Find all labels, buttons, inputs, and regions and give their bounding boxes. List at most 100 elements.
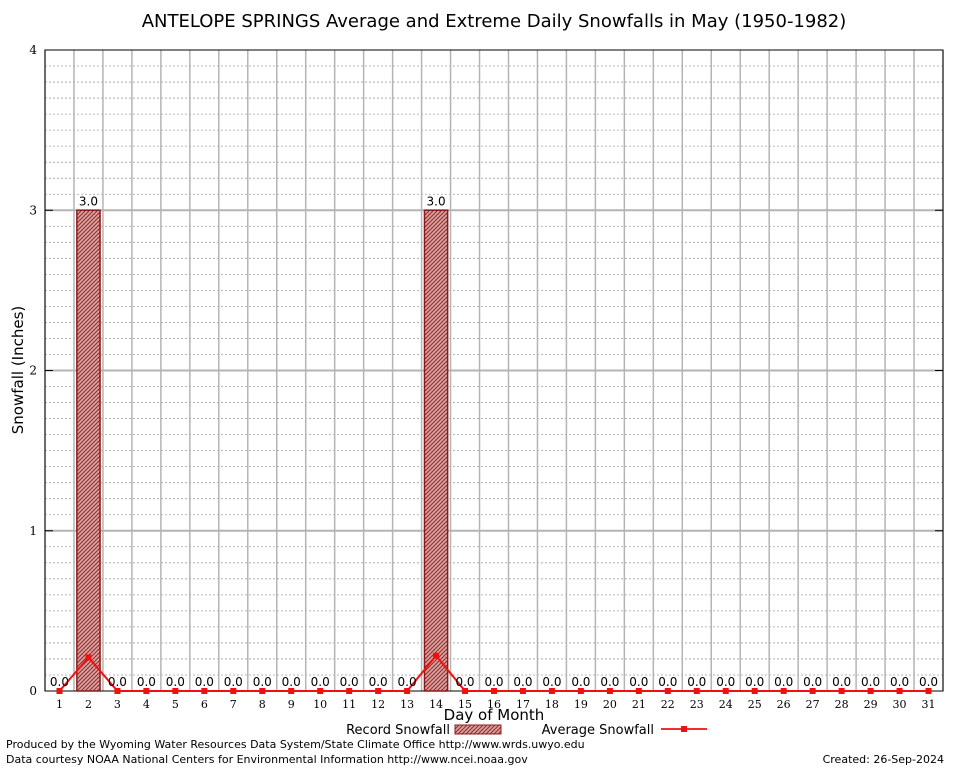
legend-average-label: Average Snowfall — [542, 723, 654, 738]
bar-value-label: 0.0 — [108, 675, 127, 689]
average-point — [635, 688, 642, 694]
bar-value-label: 0.0 — [687, 675, 706, 689]
average-point — [925, 688, 932, 694]
footer-producer: Produced by the Wyoming Water Resources … — [6, 738, 585, 751]
grid — [44, 50, 944, 691]
x-tick-label: 1 — [56, 698, 63, 711]
bar-value-label: 0.0 — [513, 675, 532, 689]
average-point — [693, 688, 700, 694]
x-tick-label: 8 — [259, 698, 266, 711]
average-point — [346, 688, 353, 694]
x-tick-label: 14 — [429, 698, 443, 711]
bar-value-label: 0.0 — [50, 675, 69, 689]
average-point — [288, 688, 295, 694]
bar-value-label: 0.0 — [629, 675, 648, 689]
bar-value-label: 0.0 — [716, 675, 735, 689]
x-tick-label: 19 — [574, 698, 588, 711]
average-point — [85, 654, 92, 661]
bar-value-label: 0.0 — [890, 675, 909, 689]
x-tick-label: 16 — [487, 698, 501, 711]
x-tick-label: 12 — [371, 698, 385, 711]
bar-value-label: 0.0 — [803, 675, 822, 689]
bar-value-label: 0.0 — [253, 675, 272, 689]
x-axis-label: Day of Month — [444, 706, 545, 724]
bar-value-label: 0.0 — [542, 675, 561, 689]
x-tick-label: 7 — [230, 698, 237, 711]
y-tick-label: 0 — [29, 684, 37, 698]
footer-created-date: Created: 26-Sep-2024 — [823, 753, 944, 766]
average-point — [577, 688, 584, 694]
x-ticks: 1 2 3 4 5 6 7 8 9 10 11 12 13 14 15 16 17 18 19 20 21 22 23 24 2… — [56, 698, 936, 711]
bar-value-label: 0.0 — [919, 675, 938, 689]
average-point — [751, 688, 758, 694]
average-point — [548, 688, 555, 694]
average-point — [722, 688, 729, 694]
record-bar — [76, 209, 101, 692]
record-bar — [423, 209, 449, 692]
average-point — [56, 688, 63, 694]
bar-value-label: 0.0 — [600, 675, 619, 689]
x-tick-label: 25 — [748, 698, 762, 711]
x-tick-label: 4 — [143, 698, 150, 711]
data-labels: 0.0 3.0 0.0 0.0 0.0 0.0 0.0 0.0 0.0 0.0 0.0 0.0 0.0 3… — [50, 194, 938, 689]
bar-value-label: 0.0 — [455, 675, 474, 689]
average-line — [56, 652, 932, 694]
legend: Record Snowfall Average Snowfall — [346, 723, 707, 738]
x-tick-label: 23 — [690, 698, 704, 711]
bars — [76, 209, 449, 692]
bar-value-label: 0.0 — [311, 675, 330, 689]
bar-value-label: 0.0 — [774, 675, 793, 689]
average-point — [404, 688, 411, 694]
average-point — [491, 688, 497, 694]
average-point — [896, 688, 903, 694]
legend-record-swatch — [454, 724, 502, 735]
average-point — [433, 652, 440, 659]
x-tick-label: 6 — [201, 698, 208, 711]
x-tick-label: 21 — [632, 698, 646, 711]
average-point — [606, 688, 613, 694]
x-tick-label: 28 — [835, 698, 849, 711]
bar-value-label: 0.0 — [369, 675, 388, 689]
average-point — [259, 688, 266, 694]
bar-value-label: 3.0 — [79, 194, 98, 208]
average-point — [317, 688, 324, 694]
bar-value-label: 0.0 — [195, 675, 214, 689]
bar-value-label: 0.0 — [282, 675, 301, 689]
footer-data-source: Data courtesy NOAA National Centers for … — [6, 753, 528, 766]
y-axis-label: Snowfall (Inches) — [9, 306, 27, 434]
average-point — [114, 688, 121, 694]
average-point — [172, 688, 179, 694]
average-point — [230, 688, 237, 694]
bar-value-label: 0.0 — [745, 675, 764, 689]
bar-value-label: 0.0 — [398, 675, 417, 689]
x-tick-label: 5 — [172, 698, 179, 711]
x-tick-label: 22 — [661, 698, 675, 711]
bar-value-label: 0.0 — [658, 675, 677, 689]
legend-average-marker — [681, 726, 687, 732]
average-point — [809, 688, 816, 694]
x-tick-label: 2 — [85, 698, 92, 711]
x-tick-label: 18 — [545, 698, 559, 711]
legend-record-label: Record Snowfall — [346, 723, 450, 738]
x-tick-label: 13 — [400, 698, 414, 711]
bar-value-label: 0.0 — [571, 675, 590, 689]
average-point — [375, 688, 382, 694]
x-tick-label: 11 — [342, 698, 356, 711]
bar-value-label: 0.0 — [224, 675, 243, 689]
bar-value-label: 0.0 — [137, 675, 156, 689]
bar-value-label: 0.0 — [861, 675, 880, 689]
x-tick-label: 30 — [893, 698, 907, 711]
x-tick-label: 17 — [516, 698, 530, 711]
average-point — [780, 688, 787, 694]
x-tick-label: 15 — [458, 698, 472, 711]
average-point — [664, 688, 671, 694]
y-tick-label: 4 — [29, 43, 37, 57]
x-tick-label: 10 — [313, 698, 327, 711]
bar-value-label: 0.0 — [832, 675, 851, 689]
average-point — [143, 688, 150, 694]
y-tick-label: 3 — [29, 203, 37, 217]
x-tick-label: 3 — [114, 698, 121, 711]
average-point — [867, 688, 874, 694]
bar-value-label: 0.0 — [340, 675, 359, 689]
